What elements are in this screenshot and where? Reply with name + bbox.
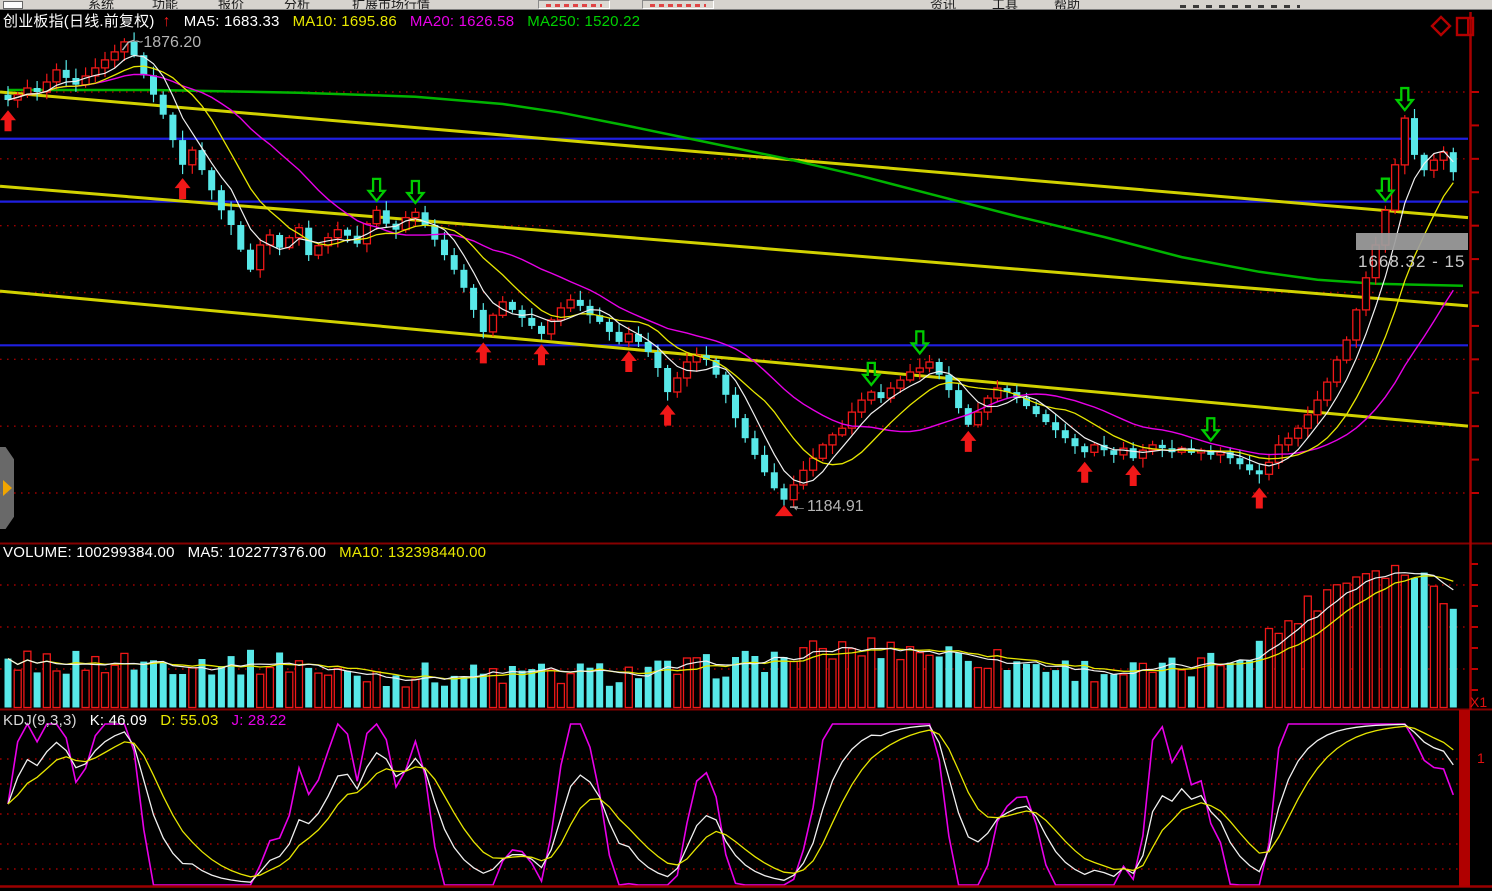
menu-item-tools[interactable]: 工具 [992, 0, 1019, 10]
ma250-label: MA250: 1520.22 [527, 13, 641, 30]
menu-bar: 系统 功能 报价 分析 扩展市场行情 资讯 工具 帮助 [0, 0, 1492, 10]
ma10-label: MA10: 1695.86 [292, 13, 397, 30]
high-price-annotation: ~1876.20 [134, 34, 202, 51]
main-chart-header: 创业板指(日线.前复权) ↑ MA5: 1683.33 MA10: 1695.86 MA… [3, 10, 653, 31]
ma20-label: MA20: 1626.58 [409, 13, 515, 30]
instrument-title: 创业板指(日线.前复权) [3, 13, 155, 30]
kdj-title-label: KDJ(9,3,3) [3, 712, 77, 729]
menu-item-function[interactable]: 功能 [152, 0, 179, 10]
menu-item-extended-market[interactable]: 扩展市场行情 [352, 0, 431, 10]
menu-item-analysis[interactable]: 分析 [284, 0, 311, 10]
menu-item-info[interactable]: 资讯 [930, 0, 957, 10]
sidebar-expander-tab[interactable] [0, 447, 14, 529]
menu-item-system[interactable]: 系统 [88, 0, 115, 10]
menu-item-help[interactable]: 帮助 [1054, 0, 1081, 10]
kdj-k-label: K: 46.09 [89, 712, 148, 729]
app-icon[interactable] [3, 1, 23, 9]
diamond-icon[interactable] [1430, 15, 1452, 37]
menu-item-quote[interactable]: 报价 [218, 0, 245, 10]
volume-ma5-label: MA5: 102277376.00 [187, 544, 327, 561]
low-price-annotation: ←1184.91 [791, 498, 864, 515]
cursor-price-tooltip: 1668.32 - 15 [1358, 252, 1466, 271]
toolbar-price-box-text [546, 4, 602, 7]
expand-right-icon [3, 480, 12, 496]
volume-scale-label: X1 [1470, 694, 1488, 710]
kdj-header: KDJ(9,3,3) K: 46.09 D: 55.03 J: 28.22 [3, 712, 299, 729]
trend-up-arrow-icon: ↑ [162, 13, 171, 30]
split-window-icon[interactable] [1455, 16, 1475, 37]
toolbar-price-box[interactable] [538, 0, 610, 9]
volume-ma10-label: MA10: 132398440.00 [339, 544, 487, 561]
volume-value-label: VOLUME: 100299384.00 [3, 544, 175, 561]
kdj-j-label: J: 28.22 [231, 712, 287, 729]
toolbar-extra-items [1180, 5, 1300, 8]
kdj-d-label: D: 55.03 [160, 712, 219, 729]
toolbar-change-box[interactable] [642, 0, 714, 9]
toolbar-change-box-text [650, 4, 706, 7]
volume-header: VOLUME: 100299384.00 MA5: 102277376.00 MA1… [3, 544, 499, 561]
ma5-label: MA5: 1683.33 [183, 13, 280, 30]
kdj-scale-label: 1 [1477, 750, 1485, 766]
